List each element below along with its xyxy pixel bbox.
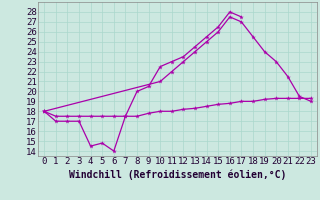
X-axis label: Windchill (Refroidissement éolien,°C): Windchill (Refroidissement éolien,°C) <box>69 169 286 180</box>
